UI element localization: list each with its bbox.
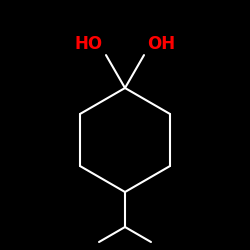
Text: HO: HO xyxy=(75,35,103,53)
Text: OH: OH xyxy=(147,35,175,53)
